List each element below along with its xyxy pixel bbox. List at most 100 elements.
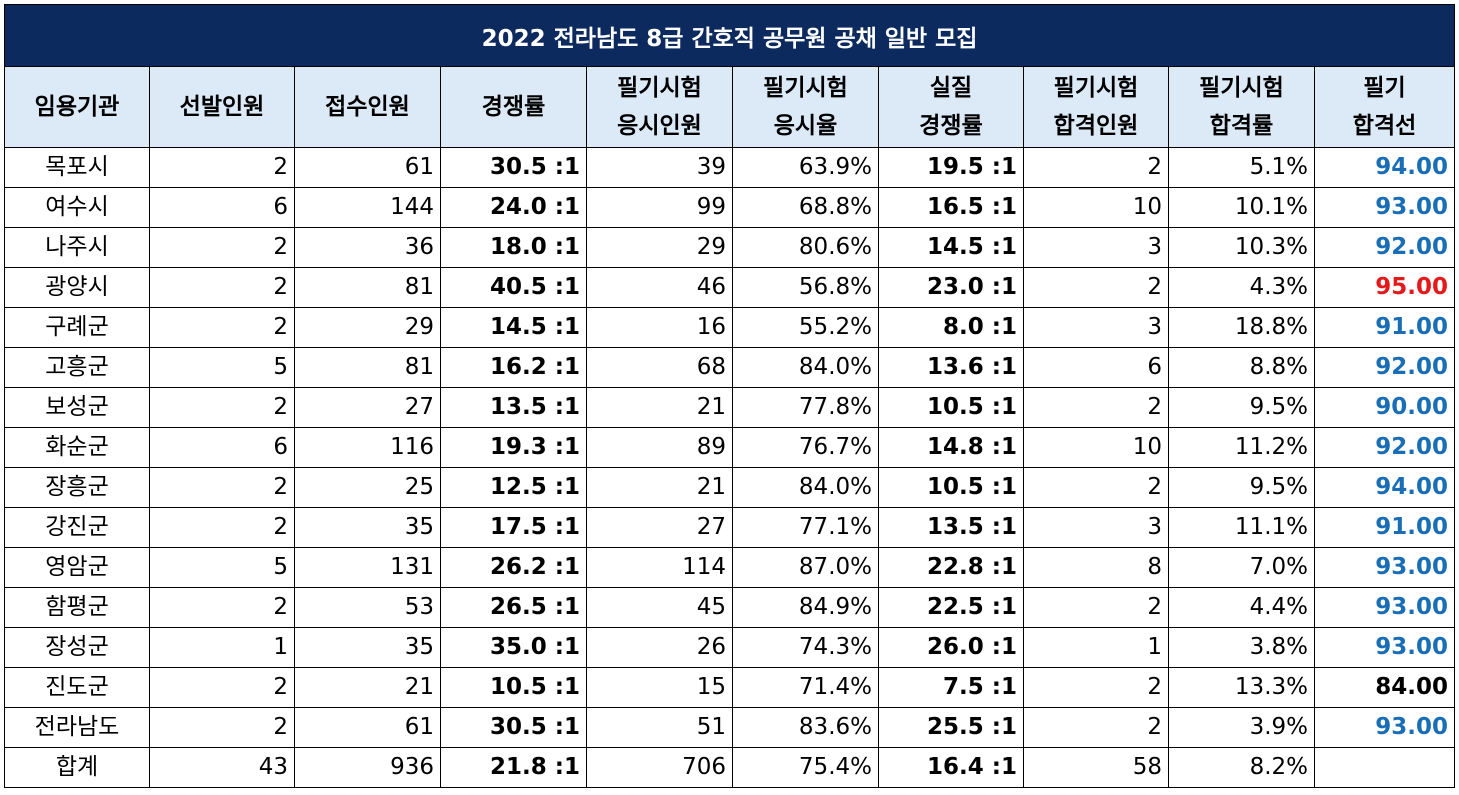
exam-take-rate-cell: 71.4% xyxy=(732,667,879,708)
real-competition-ratio-cell: 14.8 :1 xyxy=(878,427,1024,468)
exam-taker-count-cell: 51 xyxy=(586,707,733,748)
agency-cell: 진도군 xyxy=(4,667,150,708)
exam-take-rate-cell: 56.8% xyxy=(732,267,879,308)
agency-cell: 전라남도 xyxy=(4,707,150,748)
cutoff-score-cell: 91.00 xyxy=(1313,507,1456,548)
agency-cell: 장흥군 xyxy=(4,467,150,508)
exam-taker-count-cell: 45 xyxy=(586,587,733,628)
competition-ratio-cell: 18.0 :1 xyxy=(440,227,587,268)
pass-count-cell: 8 xyxy=(1023,547,1169,588)
pass-rate-cell: 18.8% xyxy=(1168,307,1315,348)
agency-cell: 합계 xyxy=(4,747,150,788)
cutoff-score-cell: 84.00 xyxy=(1313,667,1456,708)
pass-rate-cell: 7.0% xyxy=(1168,547,1315,588)
real-competition-ratio-cell: 25.5 :1 xyxy=(878,707,1024,748)
table-row: 목포시 2 61 30.5 :1 39 63.9% 19.5 :1 2 5.1% 94.00 xyxy=(4,147,1456,188)
table-row: 함평군 2 53 26.5 :1 45 84.9% 22.5 :1 2 4.4% 93.00 xyxy=(4,587,1456,628)
table-row: 영암군 5 131 26.2 :1 114 87.0% 22.8 :1 8 7.0% 93.00 xyxy=(4,547,1456,588)
agency-cell: 목포시 xyxy=(4,147,150,188)
agency-cell: 고흥군 xyxy=(4,347,150,388)
selected-count-cell: 2 xyxy=(149,587,295,628)
column-header: 필기시험 응시율 xyxy=(732,66,879,148)
pass-rate-cell: 11.1% xyxy=(1168,507,1315,548)
exam-taker-count-cell: 16 xyxy=(586,307,733,348)
exam-taker-count-cell: 99 xyxy=(586,187,733,228)
cutoff-score-cell: 93.00 xyxy=(1313,547,1456,588)
competition-ratio-cell: 40.5 :1 xyxy=(440,267,587,308)
applicant-count-cell: 29 xyxy=(294,307,441,348)
pass-rate-cell: 3.9% xyxy=(1168,707,1315,748)
column-header: 필기시험 합격률 xyxy=(1168,66,1315,148)
column-header-line: 필기시험 xyxy=(617,75,702,101)
pass-rate-cell: 9.5% xyxy=(1168,467,1315,508)
selected-count-cell: 2 xyxy=(149,467,295,508)
table-row: 장성군 1 35 35.0 :1 26 74.3% 26.0 :1 1 3.8% 93.00 xyxy=(4,627,1456,668)
exam-taker-count-cell: 27 xyxy=(586,507,733,548)
real-competition-ratio-cell: 10.5 :1 xyxy=(878,387,1024,428)
exam-take-rate-cell: 84.0% xyxy=(732,347,879,388)
cutoff-score-cell: 92.00 xyxy=(1313,347,1456,388)
competition-ratio-cell: 26.2 :1 xyxy=(440,547,587,588)
real-competition-ratio-cell: 16.5 :1 xyxy=(878,187,1024,228)
real-competition-ratio-cell: 26.0 :1 xyxy=(878,627,1024,668)
exam-taker-count-cell: 68 xyxy=(586,347,733,388)
table-row: 장흥군 2 25 12.5 :1 21 84.0% 10.5 :1 2 9.5% 94.00 xyxy=(4,467,1456,508)
pass-rate-cell: 8.8% xyxy=(1168,347,1315,388)
pass-rate-cell: 8.2% xyxy=(1168,747,1315,788)
exam-taker-count-cell: 21 xyxy=(586,467,733,508)
real-competition-ratio-cell: 16.4 :1 xyxy=(878,747,1024,788)
agency-cell: 강진군 xyxy=(4,507,150,548)
real-competition-ratio-cell: 7.5 :1 xyxy=(878,667,1024,708)
applicant-count-cell: 35 xyxy=(294,627,441,668)
column-header-line: 접수인원 xyxy=(325,94,410,120)
selected-count-cell: 2 xyxy=(149,667,295,708)
pass-rate-cell: 4.3% xyxy=(1168,267,1315,308)
cutoff-score-cell: 93.00 xyxy=(1313,587,1456,628)
selected-count-cell: 2 xyxy=(149,307,295,348)
competition-ratio-cell: 21.8 :1 xyxy=(440,747,587,788)
table-row: 나주시 2 36 18.0 :1 29 80.6% 14.5 :1 3 10.3% 92.00 xyxy=(4,227,1456,268)
exam-taker-count-cell: 21 xyxy=(586,387,733,428)
applicant-count-cell: 53 xyxy=(294,587,441,628)
column-header: 경쟁률 xyxy=(440,66,587,148)
pass-rate-cell: 10.1% xyxy=(1168,187,1315,228)
exam-taker-count-cell: 46 xyxy=(586,267,733,308)
column-header-line: 필기 xyxy=(1363,75,1406,101)
pass-count-cell: 10 xyxy=(1023,427,1169,468)
exam-take-rate-cell: 55.2% xyxy=(732,307,879,348)
pass-count-cell: 2 xyxy=(1023,147,1169,188)
pass-count-cell: 2 xyxy=(1023,267,1169,308)
exam-taker-count-cell: 114 xyxy=(586,547,733,588)
real-competition-ratio-cell: 23.0 :1 xyxy=(878,267,1024,308)
column-header: 필기시험 응시인원 xyxy=(586,66,733,148)
cutoff-score-cell xyxy=(1313,747,1456,788)
competition-ratio-cell: 14.5 :1 xyxy=(440,307,587,348)
real-competition-ratio-cell: 13.5 :1 xyxy=(878,507,1024,548)
exam-take-rate-cell: 84.0% xyxy=(732,467,879,508)
cutoff-score-cell: 95.00 xyxy=(1313,267,1456,308)
table-row: 합계 43 936 21.8 :1 706 75.4% 16.4 :1 58 8.2% xyxy=(4,747,1456,788)
competition-ratio-cell: 26.5 :1 xyxy=(440,587,587,628)
competition-ratio-cell: 19.3 :1 xyxy=(440,427,587,468)
pass-count-cell: 2 xyxy=(1023,467,1169,508)
pass-count-cell: 2 xyxy=(1023,387,1169,428)
applicant-count-cell: 36 xyxy=(294,227,441,268)
pass-count-cell: 3 xyxy=(1023,307,1169,348)
real-competition-ratio-cell: 14.5 :1 xyxy=(878,227,1024,268)
selected-count-cell: 2 xyxy=(149,507,295,548)
cutoff-score-cell: 92.00 xyxy=(1313,427,1456,468)
selected-count-cell: 2 xyxy=(149,707,295,748)
column-header-line: 경쟁률 xyxy=(919,113,983,139)
cutoff-score-cell: 92.00 xyxy=(1313,227,1456,268)
exam-taker-count-cell: 26 xyxy=(586,627,733,668)
column-header-line: 필기시험 xyxy=(1053,75,1139,101)
applicant-count-cell: 144 xyxy=(294,187,441,228)
competition-ratio-cell: 17.5 :1 xyxy=(440,507,587,548)
selected-count-cell: 6 xyxy=(149,427,295,468)
pass-count-cell: 6 xyxy=(1023,347,1169,388)
real-competition-ratio-cell: 22.5 :1 xyxy=(878,587,1024,628)
pass-rate-cell: 4.4% xyxy=(1168,587,1315,628)
agency-cell: 보성군 xyxy=(4,387,150,428)
column-header: 필기 합격선 xyxy=(1313,66,1456,148)
competition-ratio-cell: 35.0 :1 xyxy=(440,627,587,668)
